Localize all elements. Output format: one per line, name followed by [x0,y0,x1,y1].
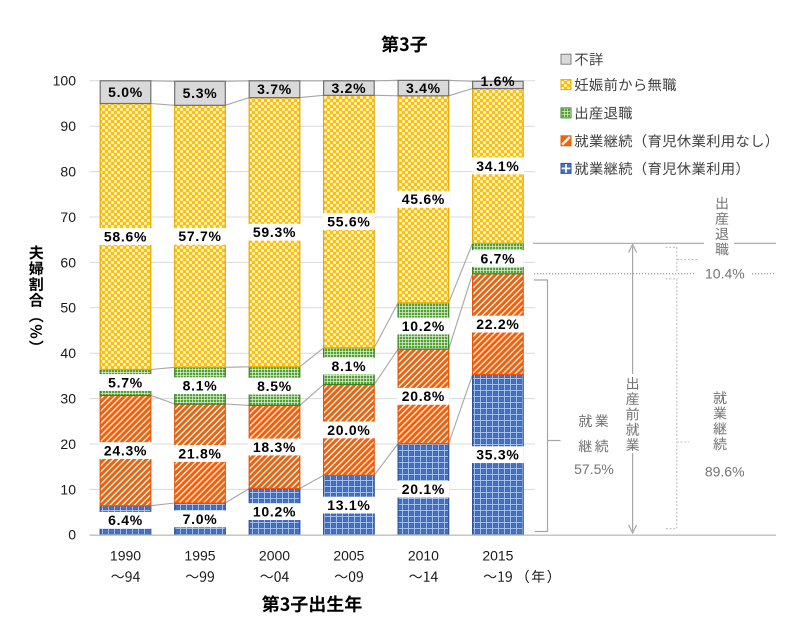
svg-text:100: 100 [53,73,77,89]
svg-text:1990: 1990 [110,548,141,564]
svg-text:8.1%: 8.1% [183,378,218,394]
svg-text:0: 0 [68,527,76,543]
svg-text:2000: 2000 [259,548,290,564]
svg-text:40: 40 [60,345,76,361]
svg-text:10: 10 [60,481,76,497]
svg-text:3.4%: 3.4% [406,80,441,96]
svg-text:57.5%: 57.5% [574,461,614,477]
svg-text:45.6%: 45.6% [402,191,445,207]
svg-text:1995: 1995 [184,548,215,564]
svg-text:6.4%: 6.4% [108,512,143,528]
svg-text:59.3%: 59.3% [253,224,296,240]
svg-text:5.0%: 5.0% [108,84,143,100]
svg-text:10.2%: 10.2% [253,504,296,520]
svg-text:21.8%: 21.8% [178,445,221,461]
svg-text:57.7%: 57.7% [178,228,221,244]
svg-text:20: 20 [60,436,76,452]
svg-text:50: 50 [60,300,76,316]
svg-text:20.1%: 20.1% [402,481,445,497]
svg-text:3.2%: 3.2% [332,80,367,96]
svg-text:20.0%: 20.0% [327,422,370,438]
svg-text:2005: 2005 [333,548,364,564]
svg-text:3.7%: 3.7% [257,81,292,97]
svg-text:5.7%: 5.7% [108,374,143,390]
svg-text:2010: 2010 [408,548,439,564]
svg-text:70: 70 [60,209,76,225]
svg-text:30: 30 [60,391,76,407]
svg-text:1.6%: 1.6% [481,73,516,89]
svg-text:18.3%: 18.3% [253,439,296,455]
svg-text:8.1%: 8.1% [332,358,367,374]
svg-text:34.1%: 34.1% [476,158,519,174]
svg-text:6.7%: 6.7% [481,250,516,266]
svg-text:20.8%: 20.8% [402,388,445,404]
svg-text:2015: 2015 [482,548,513,564]
svg-text:60: 60 [60,254,76,270]
svg-text:80: 80 [60,164,76,180]
svg-text:55.6%: 55.6% [327,213,370,229]
svg-text:10.2%: 10.2% [402,318,445,334]
svg-text:90: 90 [60,118,76,134]
svg-text:8.5%: 8.5% [257,378,292,394]
svg-text:24.3%: 24.3% [104,443,147,459]
svg-text:22.2%: 22.2% [476,316,519,332]
svg-text:58.6%: 58.6% [104,228,147,244]
svg-text:10.4%: 10.4% [705,266,745,282]
svg-text:5.3%: 5.3% [183,85,218,101]
svg-text:7.0%: 7.0% [183,511,218,527]
svg-text:89.6%: 89.6% [705,463,745,479]
svg-text:35.3%: 35.3% [476,447,519,463]
svg-text:13.1%: 13.1% [327,497,370,513]
